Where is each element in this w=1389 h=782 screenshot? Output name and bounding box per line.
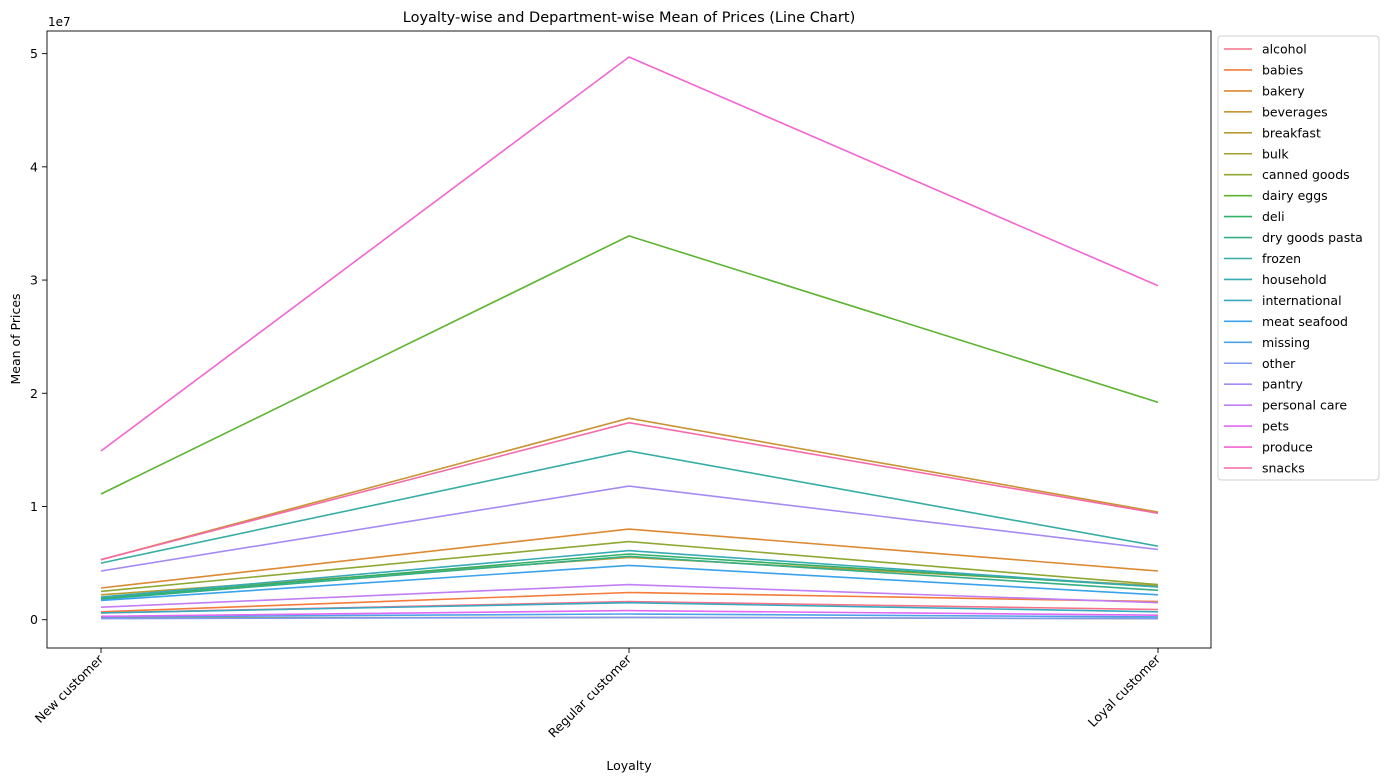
legend-label: household	[1262, 272, 1327, 287]
y-offset-label: 1e7	[48, 15, 71, 29]
x-tick-label: Regular customer	[545, 651, 635, 741]
legend-label: missing	[1262, 335, 1310, 350]
series-line-babies	[100, 591, 1159, 613]
y-tick-label: 5	[30, 46, 38, 61]
series-line-deli	[100, 553, 1159, 599]
series-line-beverages	[100, 417, 1159, 561]
series-line-household	[100, 549, 1159, 598]
y-ticks: 0 1 2 3 4 5	[30, 46, 47, 627]
series-line-bakery	[100, 528, 1159, 589]
series-line-pets	[100, 609, 1159, 618]
legend-label: dry goods pasta	[1262, 230, 1363, 245]
legend: alcohol babies bakery beverages breakfast bul…	[1217, 35, 1380, 481]
legend-label: personal care	[1262, 398, 1347, 413]
y-tick-label: 4	[30, 159, 38, 174]
legend-frame	[1217, 35, 1380, 481]
series-line-personal-care	[100, 583, 1159, 608]
y-axis-label: Mean of Prices	[8, 293, 23, 384]
series-line-dry-goods-pasta	[100, 555, 1159, 601]
series-line-snacks	[100, 421, 1159, 561]
legend-label: other	[1262, 356, 1296, 371]
y-tick-label: 1	[30, 499, 38, 514]
legend-label: snacks	[1262, 461, 1305, 476]
y-tick-label: 2	[30, 386, 38, 401]
x-tick-label: New customer	[32, 651, 107, 726]
legend-label: beverages	[1262, 104, 1328, 119]
series-line-missing	[100, 613, 1159, 618]
plot-frame	[46, 30, 1212, 649]
series-lines	[100, 56, 1159, 620]
series-line-dairy-eggs	[100, 235, 1159, 495]
legend-label: pets	[1262, 419, 1289, 434]
y-tick-label: 3	[30, 273, 38, 288]
legend-label: bakery	[1262, 83, 1305, 98]
x-ticks: New customer Regular customer Loyal custom…	[32, 648, 1164, 740]
legend-label: bulk	[1262, 146, 1289, 161]
legend-label: produce	[1262, 440, 1313, 455]
legend-label: dairy eggs	[1262, 188, 1328, 203]
series-line-other	[100, 616, 1159, 620]
series-line-canned-goods	[100, 540, 1159, 593]
legend-label: international	[1262, 293, 1342, 308]
legend-label: meat seafood	[1262, 314, 1348, 329]
y-tick-label: 0	[30, 612, 38, 627]
x-tick-label: Loyal customer	[1085, 651, 1164, 730]
chart-title: Loyalty-wise and Department-wise Mean of…	[403, 10, 855, 26]
legend-label: deli	[1262, 209, 1285, 224]
legend-label: canned goods	[1262, 167, 1350, 182]
legend-label: frozen	[1262, 251, 1301, 266]
legend-label: pantry	[1262, 377, 1304, 392]
series-line-meat-seafood	[100, 564, 1159, 602]
legend-label: alcohol	[1262, 42, 1307, 57]
legend-label: breakfast	[1262, 125, 1321, 140]
series-line-international	[100, 601, 1159, 614]
series-line-pantry	[100, 485, 1159, 572]
series-line-frozen	[100, 450, 1159, 564]
legend-label: babies	[1262, 62, 1303, 77]
series-line-produce	[100, 56, 1159, 452]
x-axis-label: Loyalty	[606, 758, 652, 773]
